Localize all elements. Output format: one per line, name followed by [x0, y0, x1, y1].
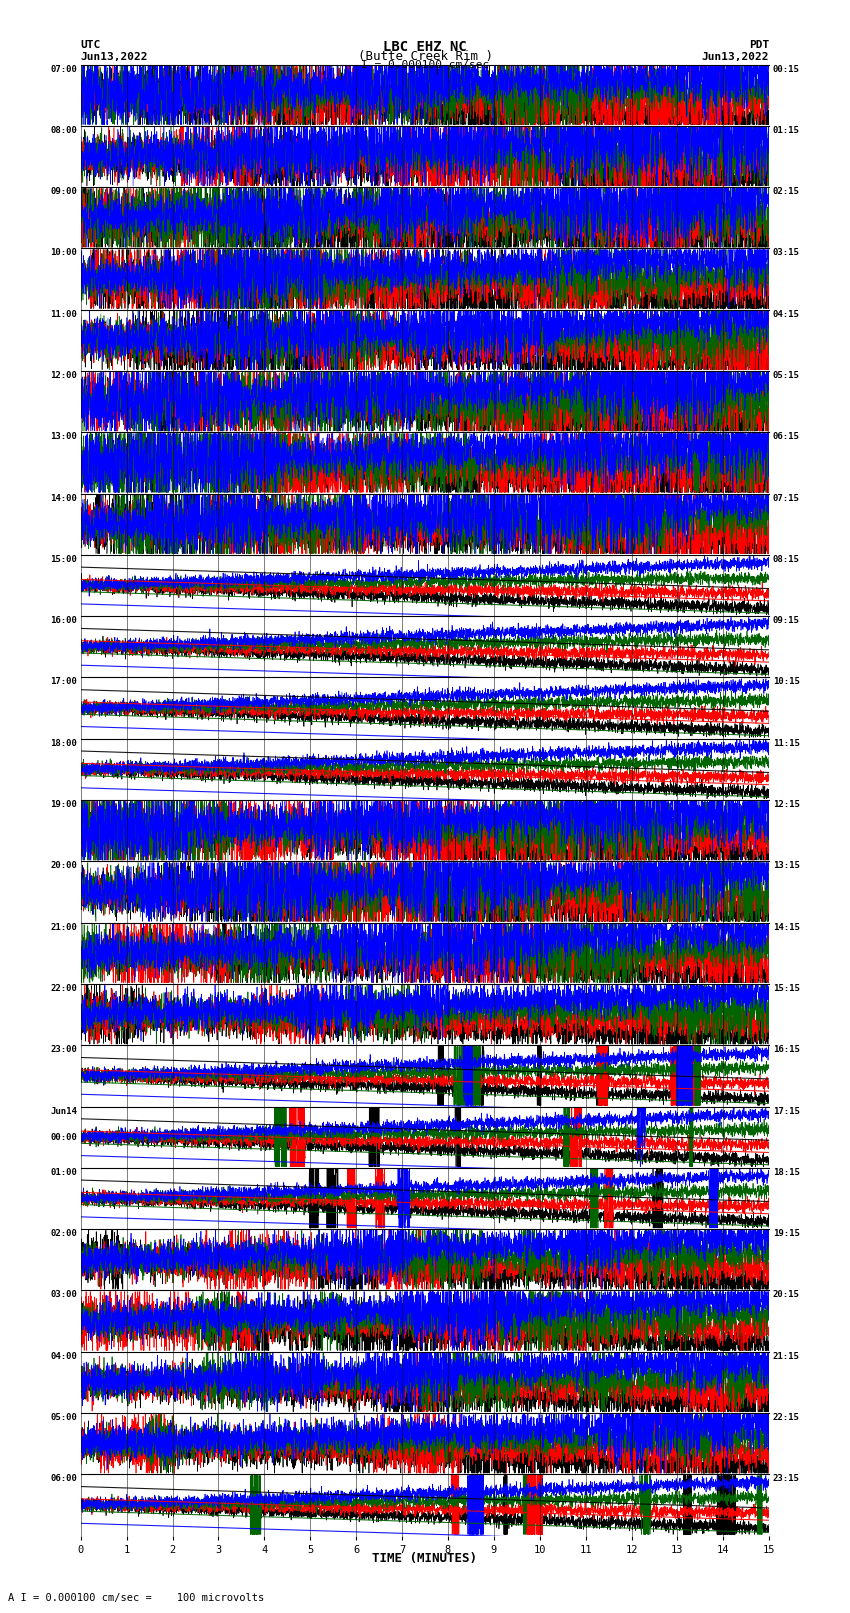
Text: 02:00: 02:00 — [50, 1229, 77, 1239]
Text: 06:00: 06:00 — [50, 1474, 77, 1484]
Text: 21:15: 21:15 — [773, 1352, 800, 1361]
Text: (Butte Creek Rim ): (Butte Creek Rim ) — [358, 50, 492, 63]
Text: 01:00: 01:00 — [50, 1168, 77, 1177]
Text: LBC EHZ NC: LBC EHZ NC — [383, 40, 467, 55]
Text: 14:15: 14:15 — [773, 923, 800, 932]
Text: 11:00: 11:00 — [50, 310, 77, 319]
Text: 12:00: 12:00 — [50, 371, 77, 381]
Text: TIME (MINUTES): TIME (MINUTES) — [372, 1552, 478, 1565]
Text: 16:00: 16:00 — [50, 616, 77, 626]
Text: 18:00: 18:00 — [50, 739, 77, 748]
Text: Jun14: Jun14 — [50, 1107, 77, 1116]
Text: 15:00: 15:00 — [50, 555, 77, 565]
Text: 10:15: 10:15 — [773, 677, 800, 687]
Text: 03:00: 03:00 — [50, 1290, 77, 1300]
Text: 23:00: 23:00 — [50, 1045, 77, 1055]
Text: 08:00: 08:00 — [50, 126, 77, 135]
Text: 05:00: 05:00 — [50, 1413, 77, 1423]
Text: 06:15: 06:15 — [773, 432, 800, 442]
Text: Jun13,2022: Jun13,2022 — [81, 52, 148, 61]
Text: 15:15: 15:15 — [773, 984, 800, 994]
Text: 16:15: 16:15 — [773, 1045, 800, 1055]
Text: 17:00: 17:00 — [50, 677, 77, 687]
Text: 02:15: 02:15 — [773, 187, 800, 197]
Text: 10:00: 10:00 — [50, 248, 77, 258]
Text: 03:15: 03:15 — [773, 248, 800, 258]
Text: 23:15: 23:15 — [773, 1474, 800, 1484]
Text: 12:15: 12:15 — [773, 800, 800, 810]
Text: 13:15: 13:15 — [773, 861, 800, 871]
Text: 11:15: 11:15 — [773, 739, 800, 748]
Text: 13:00: 13:00 — [50, 432, 77, 442]
Text: UTC: UTC — [81, 40, 101, 50]
Text: 07:00: 07:00 — [50, 65, 77, 74]
Text: 00:15: 00:15 — [773, 65, 800, 74]
Text: A I = 0.000100 cm/sec =    100 microvolts: A I = 0.000100 cm/sec = 100 microvolts — [8, 1594, 264, 1603]
Text: 09:15: 09:15 — [773, 616, 800, 626]
Text: 22:15: 22:15 — [773, 1413, 800, 1423]
Text: 08:15: 08:15 — [773, 555, 800, 565]
Text: 17:15: 17:15 — [773, 1107, 800, 1116]
Text: 22:00: 22:00 — [50, 984, 77, 994]
Text: 05:15: 05:15 — [773, 371, 800, 381]
Text: 04:00: 04:00 — [50, 1352, 77, 1361]
Text: PDT: PDT — [749, 40, 769, 50]
Text: 01:15: 01:15 — [773, 126, 800, 135]
Text: I = 0.000100 cm/sec: I = 0.000100 cm/sec — [361, 60, 489, 69]
Text: 19:15: 19:15 — [773, 1229, 800, 1239]
Text: 14:00: 14:00 — [50, 494, 77, 503]
Text: 20:00: 20:00 — [50, 861, 77, 871]
Text: 07:15: 07:15 — [773, 494, 800, 503]
Text: 00:00: 00:00 — [50, 1132, 77, 1142]
Text: 21:00: 21:00 — [50, 923, 77, 932]
Text: Jun13,2022: Jun13,2022 — [702, 52, 769, 61]
Text: 04:15: 04:15 — [773, 310, 800, 319]
Text: 20:15: 20:15 — [773, 1290, 800, 1300]
Text: 18:15: 18:15 — [773, 1168, 800, 1177]
Text: 09:00: 09:00 — [50, 187, 77, 197]
Text: 19:00: 19:00 — [50, 800, 77, 810]
